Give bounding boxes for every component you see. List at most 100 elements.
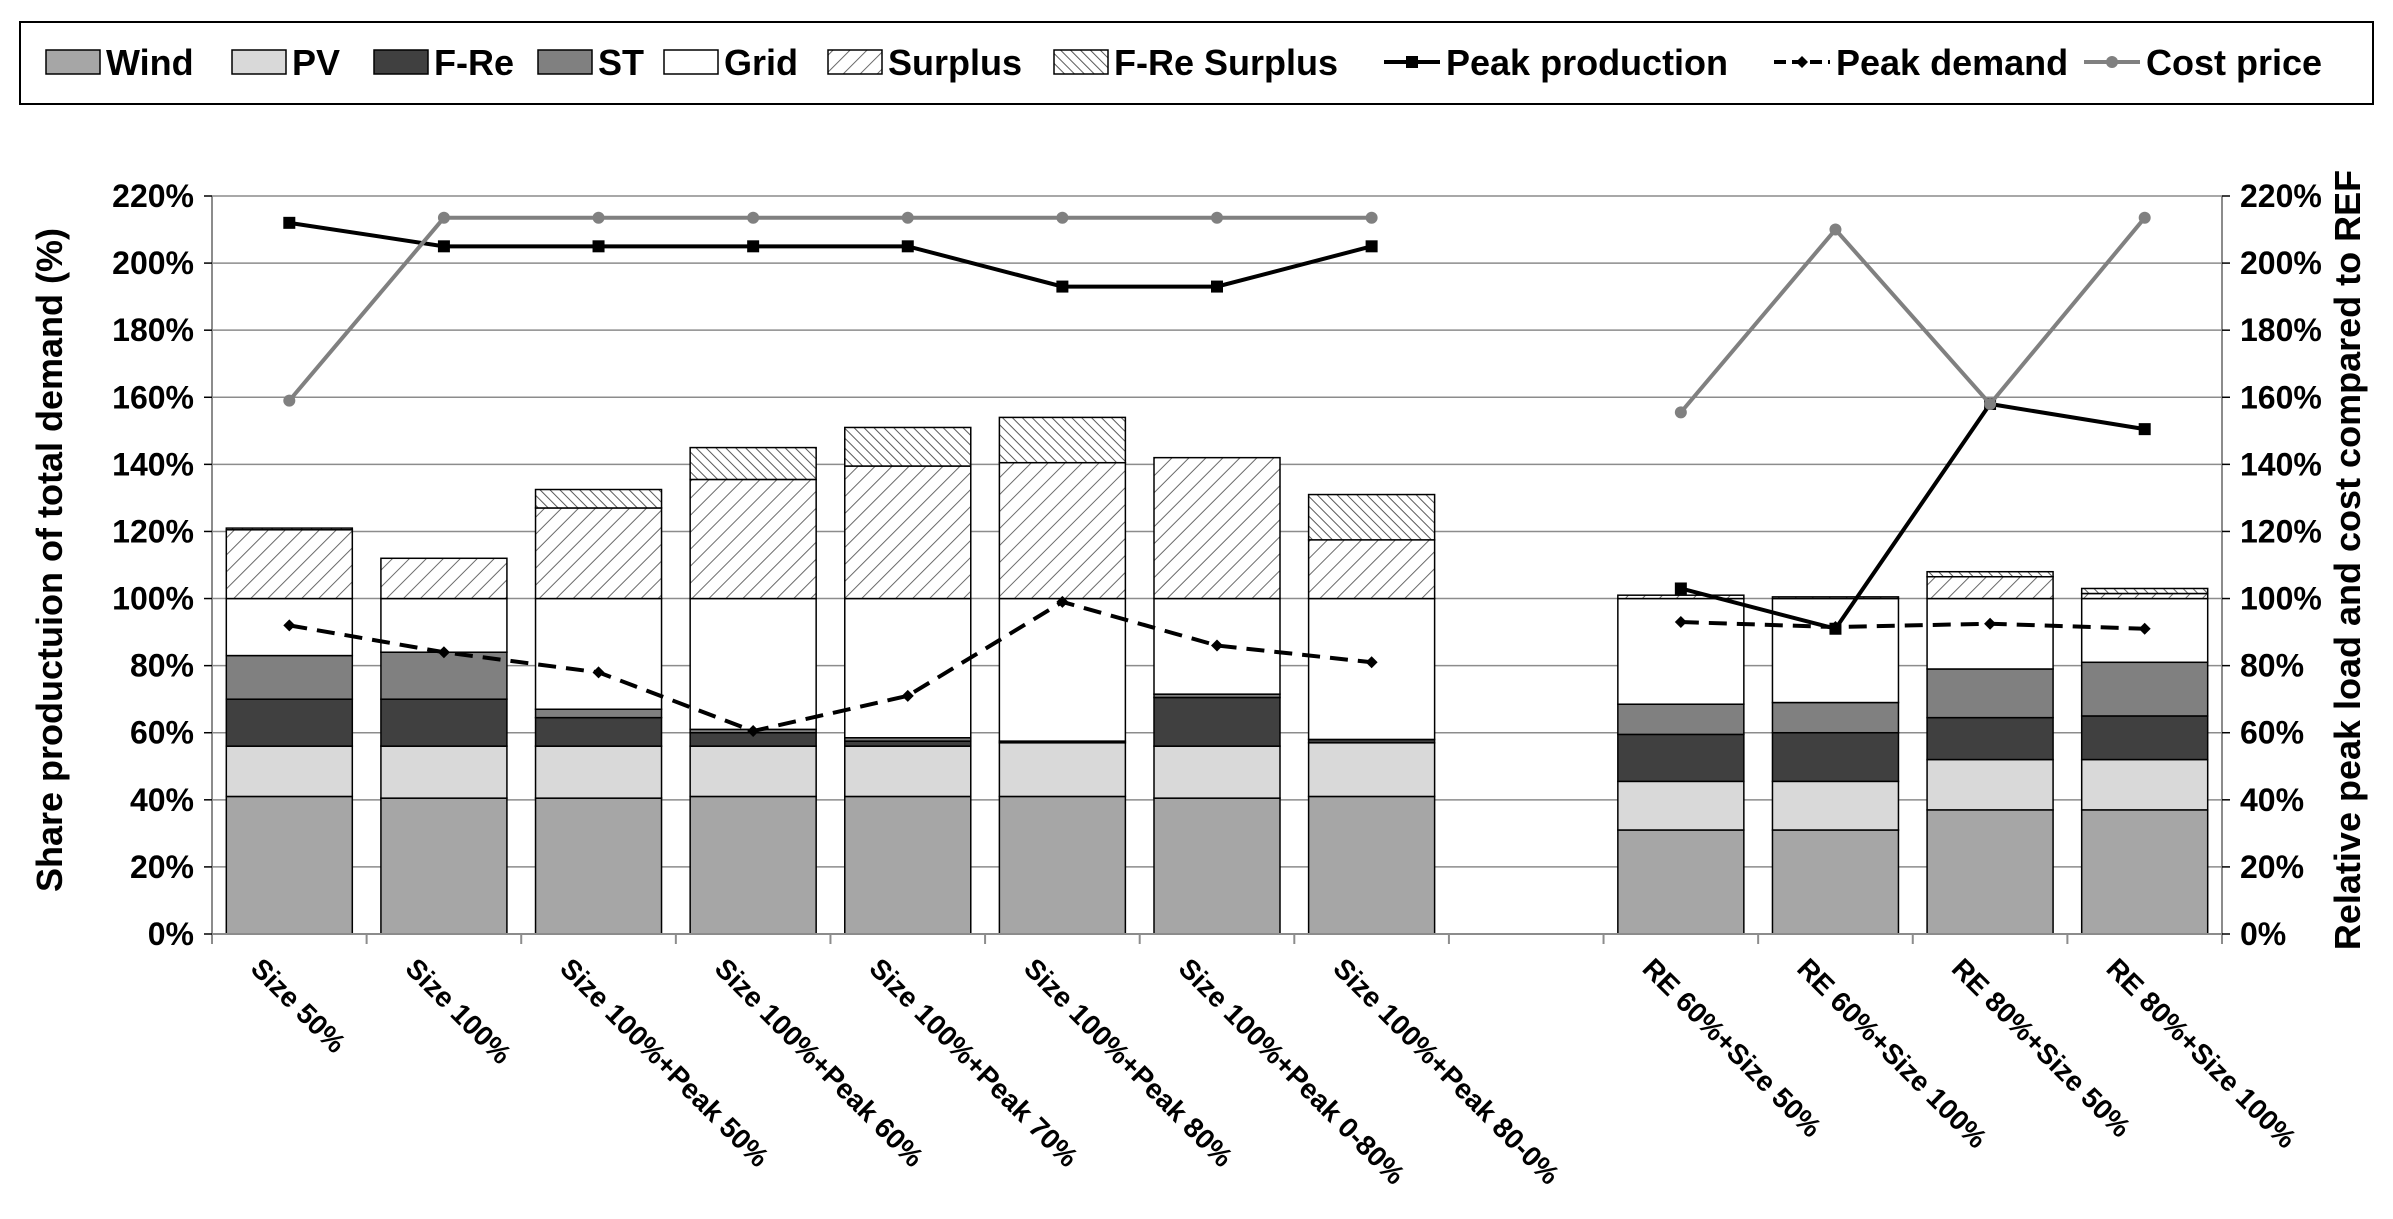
point-cost-price [437, 211, 450, 224]
bar-segment-st [534, 708, 663, 719]
point-cost-price [1984, 397, 1997, 410]
point-peak-demand [592, 666, 605, 679]
x-category-label: Size 50% [245, 952, 352, 1059]
point-peak-demand [2138, 622, 2151, 635]
line-peak-production [1680, 401, 2146, 632]
bar-segment-surplus [1926, 575, 2054, 600]
bar-segment-st [2080, 661, 2209, 717]
bar-segment-f-re [534, 716, 663, 747]
point-cost-price [1829, 223, 1842, 236]
legend-swatch [231, 49, 287, 75]
point-cost-price [1211, 211, 1223, 224]
point-peak-demand [901, 689, 914, 702]
point-peak-production [283, 216, 296, 229]
bar-segment-pv [1617, 780, 1745, 831]
y-tick-label-left: 40% [130, 782, 194, 818]
legend-label: Peak production [1446, 42, 1728, 83]
legend-swatch [827, 49, 883, 75]
bar-segment-surplus [534, 507, 663, 600]
legend-label: Grid [724, 42, 798, 83]
series-cost-price [283, 211, 2151, 419]
y-tick-label-left: 220% [112, 178, 194, 214]
legend-marker [1406, 56, 1418, 68]
y-tick-label-left: 60% [130, 715, 194, 751]
legend-swatch [373, 49, 429, 75]
x-axis-category-labels: Size 50% Size 100% Size 100%+Peak 50%Size … [245, 952, 2302, 1190]
bar-segment-surplus [998, 461, 1127, 600]
bar-segment-f-re [1153, 696, 1281, 747]
bar-segment-grid [1926, 597, 2054, 670]
bar-segment-surplus [1617, 594, 1745, 600]
legend-label: ST [598, 42, 644, 83]
bar-segment-f-re [380, 698, 508, 747]
bar-segment-pv [225, 745, 354, 798]
bar-segment-f-re-surplus [1307, 493, 1436, 541]
series-peak-demand [283, 595, 2151, 738]
legend-swatch [663, 49, 719, 75]
bar-segment-wind [534, 797, 663, 935]
bar-segment-pv [1307, 742, 1436, 798]
y-axis-left-ticks: 0% 20% 40% 60% 80% 100% 120% 140% 160% 180% 200% 22… [112, 178, 212, 952]
legend-swatch [45, 49, 101, 75]
bar-segment-wind [1926, 809, 2054, 935]
y-tick-label-left: 180% [112, 312, 194, 348]
bar-segment-wind [1771, 829, 1900, 935]
legend-item-grid: Grid [663, 42, 798, 83]
y-axis-left-title: Share productuion of total demand (%) [29, 228, 70, 892]
y-tick-label-right: 180% [2240, 312, 2322, 348]
bar-segment-surplus [225, 529, 354, 600]
bar-segment-f-re [1771, 731, 1900, 783]
y-tick-label-right: 100% [2240, 581, 2322, 617]
bar-segment-f-re [1617, 733, 1745, 783]
y-tick-label-right: 120% [2240, 513, 2322, 549]
bar-segment-f-re-surplus [225, 527, 354, 531]
bar-segment-surplus [1153, 456, 1281, 600]
bar-segment-st [1926, 668, 2054, 719]
bar-segment-pv [689, 745, 817, 798]
y-tick-label-right: 140% [2240, 446, 2322, 482]
bar-segment-f-re-surplus [998, 416, 1127, 464]
bar-segment-f-re-surplus [534, 488, 663, 509]
y-tick-label-left: 80% [130, 648, 194, 684]
y-tick-label-left: 120% [112, 513, 194, 549]
y-tick-label-left: 0% [148, 916, 194, 952]
legend-item-surplus: Surplus [827, 42, 1022, 83]
bar-segment-surplus [1771, 596, 1900, 600]
bar-segment-wind [1307, 795, 1436, 935]
y-tick-label-right: 60% [2240, 715, 2304, 751]
line-cost-price [1679, 216, 2147, 414]
point-peak-demand [283, 619, 296, 632]
legend-label: Peak demand [1836, 42, 2068, 83]
line-peak-production [289, 220, 1373, 289]
legend-item-f-re-surplus: F-Re Surplus [1053, 42, 1338, 83]
bar-segment-f-re-surplus [689, 446, 817, 481]
bar-segment-surplus [1307, 539, 1436, 600]
legend-item-st: ST [537, 42, 644, 83]
point-peak-demand [747, 725, 760, 738]
y-tick-label-left: 200% [112, 245, 194, 281]
legend-label: PV [292, 42, 340, 83]
line-peak-demand [288, 599, 1372, 734]
bar-segment-wind [380, 797, 508, 935]
point-peak-demand [1211, 639, 1223, 652]
y-tick-label-right: 220% [2240, 178, 2322, 214]
point-peak-demand [1829, 621, 1842, 634]
x-category-label: Size 100% [400, 952, 518, 1070]
point-cost-price [2138, 211, 2151, 224]
point-peak-production [1056, 280, 1069, 293]
y-tick-label-right: 20% [2240, 849, 2304, 885]
y-tick-label-left: 140% [112, 446, 194, 482]
bar-segment-surplus [689, 478, 817, 600]
point-peak-demand [1056, 595, 1069, 608]
point-cost-price [1056, 211, 1069, 224]
y-tick-label-right: 40% [2240, 782, 2304, 818]
point-cost-price [592, 211, 605, 224]
legend-item-peak-demand: Peak demand [1774, 42, 2068, 83]
bar-segment-grid [689, 597, 817, 731]
axes [211, 196, 2223, 944]
y-tick-label-right: 160% [2240, 379, 2322, 415]
bar-segment-grid [534, 597, 663, 710]
legend: Wind PV F-Re ST Grid Surplus F-Re Surplus Peak … [19, 21, 2374, 105]
bar-segment-wind [844, 795, 972, 935]
